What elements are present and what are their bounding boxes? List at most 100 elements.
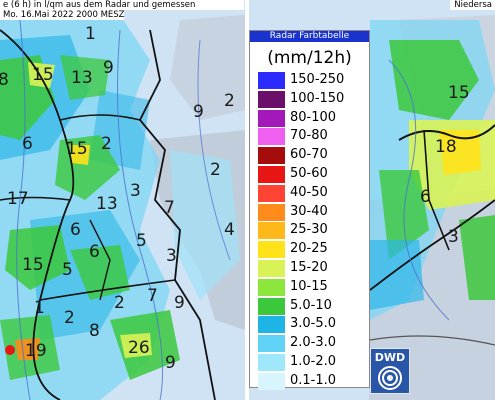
- legend-swatch: [258, 353, 285, 371]
- value-label: 9: [103, 58, 114, 78]
- value-label: 2: [210, 160, 221, 180]
- left-caption-date: Mo. 16.Mai 2022 2000 MESZ: [0, 10, 125, 20]
- panel-divider: [245, 0, 249, 400]
- legend-item: 30-40: [250, 203, 369, 222]
- legend-item: 60-70: [250, 146, 369, 165]
- legend-item: 20-25: [250, 240, 369, 259]
- legend-item: 15-20: [250, 259, 369, 278]
- legend-label: 50-60: [290, 165, 328, 181]
- value-label: 15: [32, 65, 54, 85]
- left-map-panel: e (6 h) in l/qm aus dem Radar und gemess…: [0, 0, 245, 400]
- legend-unit: (mm/12h): [267, 48, 352, 68]
- value-label: 15: [448, 83, 470, 103]
- legend-swatch: [258, 297, 285, 315]
- value-label: 1: [85, 24, 96, 44]
- value-label: 5: [62, 260, 73, 280]
- right-map-panel: Niedersa 15 18 6 3: [249, 0, 495, 400]
- legend-item: 10-15: [250, 278, 369, 297]
- value-label: 26: [128, 338, 150, 358]
- legend-label: 100-150: [290, 90, 345, 106]
- legend-swatch: [258, 222, 285, 240]
- value-label: 9: [193, 102, 204, 122]
- legend-label: 80-100: [290, 109, 337, 125]
- legend-swatch: [258, 147, 285, 165]
- legend-label: 1.0-2.0: [290, 353, 337, 369]
- legend-swatch: [258, 372, 285, 390]
- legend-swatch: [258, 278, 285, 296]
- right-caption-region: Niedersa: [450, 0, 495, 10]
- value-label: 2: [64, 308, 75, 328]
- value-label: 8: [0, 70, 9, 90]
- value-label: 7: [147, 286, 158, 306]
- swirl-icon: [378, 366, 402, 390]
- legend-label: 70-80: [290, 128, 328, 144]
- legend-swatch: [258, 72, 285, 89]
- value-label: 6: [420, 187, 431, 207]
- value-label: 4: [224, 220, 235, 240]
- legend-item: 150-250: [250, 71, 369, 90]
- value-label: 15: [22, 255, 44, 275]
- legend-item: 5.0-10: [250, 297, 369, 316]
- left-precipitation-map: [0, 0, 245, 400]
- legend-label: 150-250: [290, 72, 345, 87]
- value-label: 3: [130, 181, 141, 201]
- value-label: 15: [66, 139, 88, 159]
- value-label: 7: [164, 198, 175, 218]
- value-label: 19: [25, 341, 47, 361]
- legend-item: 0.1-1.0: [250, 372, 369, 391]
- legend-swatch: [258, 316, 285, 334]
- legend-label: 15-20: [290, 259, 328, 275]
- legend-swatch: [258, 109, 285, 127]
- legend-swatch: [258, 259, 285, 277]
- right-precipitation-map: [249, 0, 495, 400]
- legend-swatch: [258, 90, 285, 108]
- legend-label: 60-70: [290, 147, 328, 163]
- legend-swatch: [258, 128, 285, 146]
- value-label: 13: [71, 68, 93, 88]
- legend-swatch: [258, 203, 285, 221]
- value-label: 9: [165, 353, 176, 373]
- value-label: 2: [224, 91, 235, 111]
- left-caption-title: e (6 h) in l/qm aus dem Radar und gemess…: [0, 0, 244, 10]
- value-label: 5: [136, 231, 147, 251]
- value-label: 6: [89, 242, 100, 262]
- legend-label: 40-50: [290, 184, 328, 200]
- legend-label: 25-30: [290, 222, 328, 238]
- value-label: 17: [7, 189, 29, 209]
- dwd-logo: DWD: [370, 348, 410, 394]
- legend-item: 80-100: [250, 109, 369, 128]
- legend-swatch: [258, 335, 285, 353]
- value-label: 13: [96, 194, 118, 214]
- value-label: 3: [166, 246, 177, 266]
- legend-item: 40-50: [250, 184, 369, 203]
- value-label: 6: [70, 220, 81, 240]
- legend-item: 70-80: [250, 127, 369, 146]
- legend-item: 25-30: [250, 221, 369, 240]
- value-label: 2: [114, 293, 125, 313]
- value-label: 8: [89, 321, 100, 341]
- legend-label: 2.0-3.0: [290, 335, 337, 351]
- value-label: 1: [34, 298, 45, 318]
- legend-header: Radar Farbtabelle: [250, 31, 369, 42]
- value-label: 6: [22, 134, 33, 154]
- legend-label: 10-15: [290, 278, 328, 294]
- legend-item: 3.0-5.0: [250, 315, 369, 334]
- legend-label: 20-25: [290, 241, 328, 257]
- legend-label: 30-40: [290, 203, 328, 219]
- radar-color-legend: Radar Farbtabelle (mm/12h) 150-250 100-15…: [249, 30, 370, 391]
- legend-item: 1.0-2.0: [250, 353, 369, 372]
- legend-label: 5.0-10: [290, 297, 332, 313]
- legend-swatch: [258, 184, 285, 202]
- legend-item: 50-60: [250, 165, 369, 184]
- legend-label: 3.0-5.0: [290, 316, 337, 332]
- dwd-logo-text: DWD: [374, 351, 406, 364]
- value-label: 18: [435, 137, 457, 157]
- legend-label: 0.1-1.0: [290, 372, 337, 388]
- legend-item: 2.0-3.0: [250, 334, 369, 353]
- legend-swatch: [258, 241, 285, 259]
- legend-rows: 150-250 100-150 80-100 70-80 60-70 50-60 40-50…: [250, 71, 369, 391]
- value-label: 3: [448, 227, 459, 247]
- legend-item: 100-150: [250, 90, 369, 109]
- legend-swatch: [258, 165, 285, 183]
- value-label: 2: [101, 134, 112, 154]
